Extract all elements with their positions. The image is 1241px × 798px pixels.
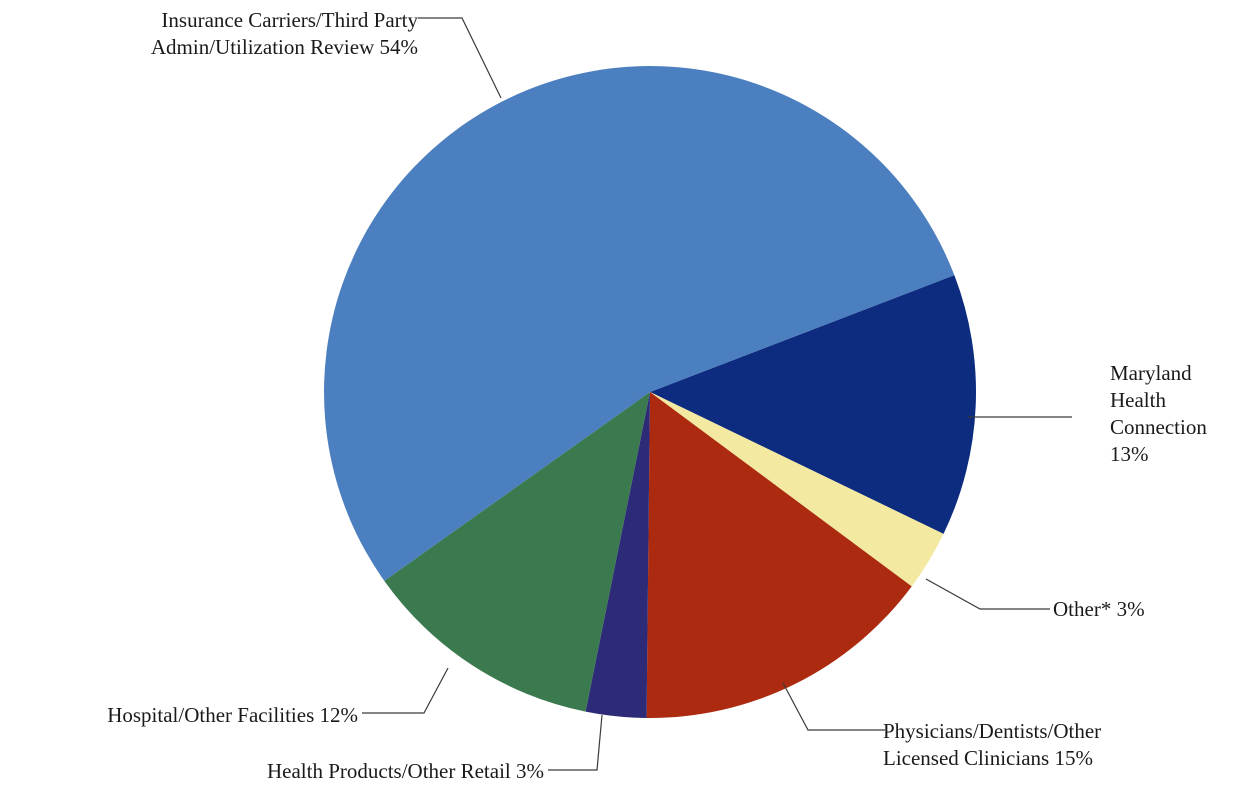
leader-line-2 <box>782 682 885 731</box>
slice-label-line: Licensed Clinicians 15% <box>883 746 1093 770</box>
slice-label-2: Physicians/Dentists/Other Licensed Clinic… <box>883 719 1101 770</box>
slice-label-1: Other* 3% <box>1053 597 1145 621</box>
slice-label-line: Insurance Carriers/Third Party <box>161 8 418 32</box>
slice-label-line: Admin/Utilization Review 54% <box>151 35 418 59</box>
slice-label-line: Maryland <box>1110 361 1192 385</box>
leader-line-3 <box>548 714 603 771</box>
pie-slice-5 <box>324 66 955 581</box>
slice-label-line: Physicians/Dentists/Other <box>883 719 1101 743</box>
pie-slice-0 <box>650 275 977 534</box>
slice-label-4: Hospital/Other Facilities 12% <box>107 703 358 727</box>
slice-label-5: Insurance Carriers/Third Party Admin/Util… <box>151 8 419 59</box>
slice-label-0: Maryland Health Connection 13% <box>1110 361 1207 466</box>
pie-slice-2 <box>646 392 912 718</box>
leader-line-5 <box>418 17 502 99</box>
slice-label-line: Hospital/Other Facilities 12% <box>107 703 358 727</box>
slice-label-line: 13% <box>1110 442 1149 466</box>
slice-label-line: Health <box>1110 388 1166 412</box>
slice-label-line: Health Products/Other Retail 3% <box>267 759 544 783</box>
slice-label-line: Other* 3% <box>1053 597 1145 621</box>
slice-label-3: Health Products/Other Retail 3% <box>267 759 544 783</box>
slice-label-line: Connection <box>1110 415 1207 439</box>
pie-slice-3 <box>585 392 650 718</box>
pie-slice-1 <box>650 392 944 587</box>
leader-line-1 <box>925 578 1050 610</box>
leader-line-4 <box>362 667 449 714</box>
pie-slice-4 <box>384 392 650 712</box>
